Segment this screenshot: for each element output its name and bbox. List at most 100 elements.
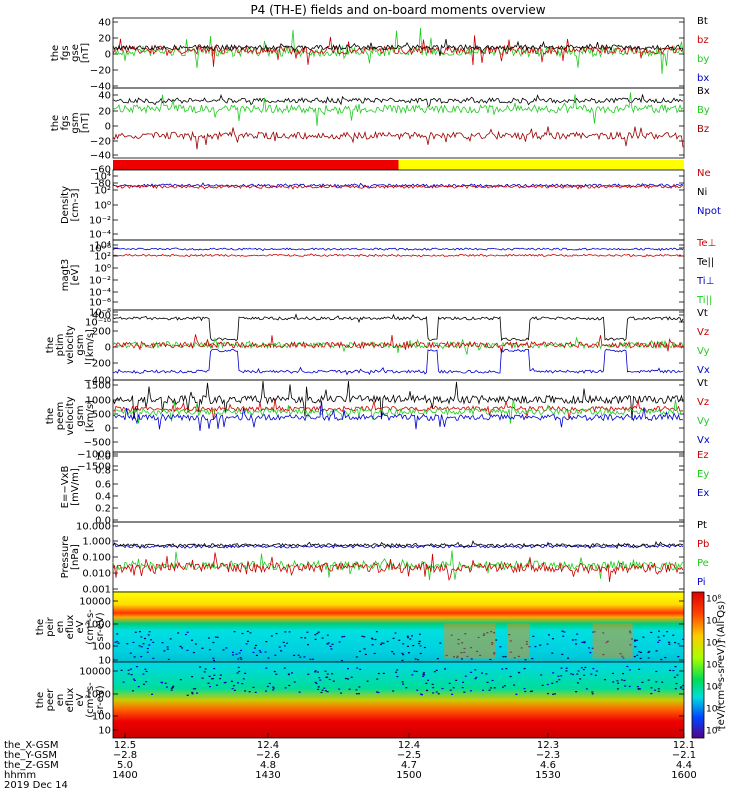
spectrogram-speck bbox=[165, 686, 168, 688]
spectrogram-speck bbox=[669, 669, 672, 672]
spectrogram-speck bbox=[267, 657, 270, 659]
spectrogram-speck bbox=[587, 647, 590, 649]
spectrogram-speck bbox=[126, 643, 129, 645]
spectrogram-speck bbox=[358, 650, 361, 652]
spectrogram-speck bbox=[212, 659, 215, 662]
y-label-line: eflux bbox=[65, 688, 76, 713]
spectrogram-speck bbox=[435, 691, 438, 693]
panel-8: 1.0 0.8 0.60.40.20.0 E=−VxB [mV/m] Ez Ey Ex bbox=[60, 450, 709, 527]
spectrogram-speck bbox=[547, 634, 550, 636]
colorbar-tick-label: 10³ bbox=[706, 705, 721, 715]
spectrogram-speck bbox=[422, 673, 425, 675]
spectrogram-speck bbox=[660, 658, 663, 661]
spectrogram-speck bbox=[332, 680, 335, 682]
spectrogram-speck bbox=[616, 688, 619, 690]
spectrogram-speck bbox=[300, 637, 303, 639]
spectrogram-speck bbox=[238, 670, 241, 673]
spectrogram-speck bbox=[419, 652, 422, 655]
spectrogram-speck bbox=[272, 687, 275, 689]
legend-entry-by: by bbox=[697, 54, 709, 65]
panel-6: 400 200 0 −200 −400 the ptim velocity gsm [km/s] V… bbox=[45, 308, 710, 387]
y-axis-label: Density [cm-3] bbox=[60, 186, 81, 224]
spectrogram-speck bbox=[412, 644, 415, 647]
spectrogram-speck bbox=[314, 634, 317, 636]
spectrogram-speck bbox=[151, 693, 154, 695]
spectrogram-speck bbox=[547, 693, 550, 695]
spectrogram-speck bbox=[275, 673, 278, 675]
spectrogram-speck bbox=[377, 672, 380, 675]
spectrogram-speck bbox=[186, 694, 189, 696]
y-tick-label: 0.8 bbox=[95, 466, 111, 477]
spectrogram-speck bbox=[464, 633, 467, 635]
footer-value: 12.5 bbox=[114, 740, 136, 751]
spectrogram-speck bbox=[213, 674, 216, 676]
spectrogram-speck bbox=[419, 693, 422, 695]
spectrogram-speck bbox=[357, 693, 360, 695]
spectrogram-speck bbox=[479, 654, 482, 657]
y-tick-label: 10⁻⁶ bbox=[89, 244, 111, 255]
colorbar-label: [eV/(cm²-s-sr-eV)] (All Qs) bbox=[716, 601, 727, 730]
y-tick-label: 0 bbox=[105, 343, 111, 354]
spectrogram-speck bbox=[509, 651, 512, 653]
spectrogram-speck bbox=[641, 681, 644, 683]
mode-bar-segment-1 bbox=[113, 160, 399, 170]
trace-vt bbox=[112, 313, 684, 342]
spectrogram-speck bbox=[591, 691, 594, 693]
spectrogram-speck bbox=[674, 641, 677, 644]
y-tick-label: −60 bbox=[90, 165, 111, 176]
spectrogram-speck bbox=[191, 691, 194, 694]
spectrogram-speck bbox=[633, 656, 636, 658]
footer-row-label: the_X-GSM bbox=[4, 740, 58, 751]
spectrogram-speck bbox=[605, 641, 608, 644]
y-tick-label: 10⁴ bbox=[94, 241, 111, 252]
spectrogram-speck bbox=[449, 689, 452, 691]
spectrogram-speck bbox=[230, 680, 233, 682]
spectrogram-speck bbox=[422, 672, 425, 674]
spectrogram-speck bbox=[265, 641, 268, 643]
spectrogram-speck bbox=[314, 638, 317, 640]
spectrogram-speck bbox=[584, 666, 587, 669]
spectrogram-speck bbox=[314, 681, 317, 684]
spectrogram-speck bbox=[515, 693, 518, 695]
y-axis-label: the peer en eflux eV (cm²-s-sr-eV) bbox=[35, 682, 106, 718]
y-tick-label: 10 bbox=[98, 656, 111, 667]
y-label-line: the bbox=[35, 619, 46, 635]
spectrogram-speck bbox=[441, 687, 444, 690]
ephemeris-footer: the_X-GSM 12.5 12.4 12.4 12.3 12.1 the_Y-GSM −2… bbox=[4, 733, 697, 791]
spectrogram-speck bbox=[316, 671, 319, 673]
spectrogram-speck bbox=[177, 632, 180, 634]
spectrogram-speck bbox=[293, 654, 296, 657]
spectrogram-speck bbox=[513, 684, 516, 686]
y-label-line: gsm bbox=[75, 405, 86, 426]
y-tick-label: −20 bbox=[90, 66, 111, 77]
spectrogram-speck bbox=[453, 656, 456, 658]
y-label-line: (cm²-s- bbox=[85, 682, 96, 718]
y-tick-label: −500 bbox=[84, 438, 111, 449]
legend-entry-Bt: Bt bbox=[697, 16, 708, 27]
spectrogram-speck bbox=[444, 668, 447, 670]
colorbar-tick-label: 10⁷ bbox=[706, 617, 721, 627]
spectrogram-speck bbox=[636, 639, 639, 641]
spectrogram-speck bbox=[320, 691, 323, 694]
spectrogram-speck bbox=[532, 635, 535, 638]
spectrogram-speck bbox=[523, 667, 526, 670]
colorbar-tick-label: 10² bbox=[706, 727, 721, 737]
spectrogram-speck bbox=[355, 656, 358, 658]
spectrogram-speck bbox=[208, 649, 211, 651]
spectrogram-speck bbox=[638, 668, 641, 670]
spectrogram-speck bbox=[628, 630, 631, 632]
spectrogram-speck bbox=[662, 635, 665, 637]
spectrogram-speck bbox=[340, 659, 343, 662]
y-label-line: [nT] bbox=[80, 113, 91, 133]
spectrogram-speck bbox=[560, 675, 563, 677]
spectrogram-speck bbox=[245, 643, 248, 645]
y-label-line: the bbox=[35, 692, 46, 708]
y-label-line: the bbox=[45, 408, 56, 424]
spectrogram-speck bbox=[654, 689, 657, 691]
spectrogram-speck bbox=[382, 642, 385, 644]
footer-row-label: the_Y-GSM bbox=[4, 750, 57, 761]
spectrogram-speck bbox=[606, 640, 609, 642]
y-tick-label: 0.010 bbox=[82, 569, 111, 580]
legend-entry-Pb: Pb bbox=[697, 539, 709, 550]
